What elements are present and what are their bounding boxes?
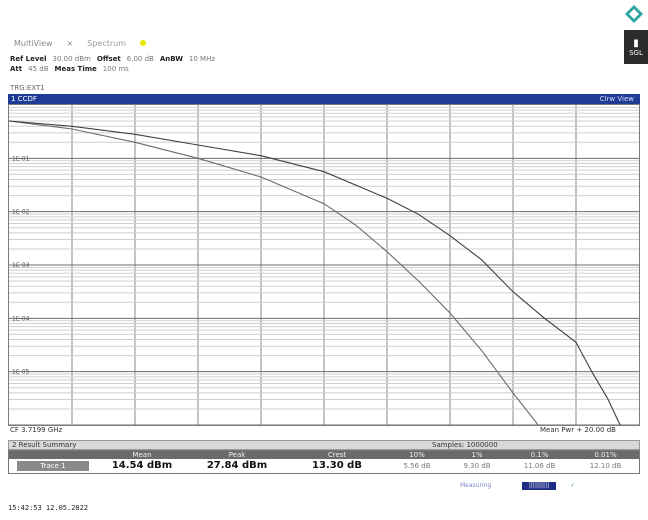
att-key: Att (10, 65, 23, 73)
peak-value: 27.84 dBm (206, 460, 268, 471)
result-summary-table: Mean Peak Crest 10% 1% 0.1% 0.01% Trace … (8, 450, 640, 474)
header-0-01pct: 0.01% (594, 451, 617, 459)
y-tick-label: 1E-05 (12, 369, 30, 376)
trigger-label: TRG:EXT1 (10, 84, 45, 92)
tab-indicator-icon (140, 40, 147, 46)
header-10pct: 10% (409, 451, 425, 459)
ready-status-icon: ✓ (570, 482, 576, 489)
progress-indicator: |||||||||| (522, 482, 556, 490)
center-frequency: CF 3.7199 GHz (10, 426, 63, 434)
single-sweep-icon: ▮ (633, 37, 639, 49)
crest-value: 13.30 dB (312, 460, 362, 471)
right-panel[interactable]: ▮ SGL (624, 30, 648, 64)
measuring-status: Measuring (460, 482, 492, 489)
top-bar (0, 0, 648, 34)
header-1pct: 1% (471, 451, 483, 459)
ccdf-plot-area[interactable]: 1E-01 1E-02 1E-03 1E-04 1E-05 (8, 104, 640, 426)
mean-power-scale: Mean Pwr + 20.00 dB (540, 426, 616, 434)
meas-time-key: Meas Time (54, 65, 97, 73)
meas-time-value[interactable]: 100 ms (102, 65, 129, 73)
result-table-header: Mean Peak Crest 10% 1% 0.1% 0.01% (9, 451, 639, 459)
tab-strip: MultiView × Spectrum (10, 36, 147, 50)
header-crest: Crest (327, 451, 347, 459)
trace-1-chip[interactable]: Trace 1 (17, 461, 89, 471)
y-tick-label: 1E-03 (12, 262, 30, 269)
tab-multiview[interactable]: MultiView (14, 38, 53, 48)
status-bar: Measuring |||||||||| ✓ (460, 482, 640, 490)
parameter-block: Ref Level 30.00 dBm Offset 6.00 dB AnBW … (10, 54, 215, 74)
result-summary-title: 2 Result Summary (12, 441, 77, 449)
result-table-row: Trace 1 14.54 dBm 27.84 dBm 13.30 dB 5.5… (9, 459, 639, 473)
tab-close-icon[interactable]: × (66, 38, 74, 48)
p001-value: 12.10 dB (589, 462, 622, 470)
plot-title: 1 CCDF (11, 95, 37, 103)
header-peak: Peak (228, 451, 246, 459)
mean-value: 14.54 dBm (111, 460, 173, 471)
y-tick-label: 1E-01 (12, 155, 30, 162)
ccdf-chart: 1E-01 1E-02 1E-03 1E-04 1E-05 (9, 105, 639, 425)
samples-count: Samples: 1000000 (432, 441, 498, 449)
ccdf-series-1 (9, 120, 539, 425)
p01-value: 11.06 dB (523, 462, 556, 470)
y-tick-label: 1E-04 (12, 315, 30, 322)
offset-key: Offset (96, 55, 121, 63)
att-value[interactable]: 45 dB (28, 65, 49, 73)
aqbw-value[interactable]: 10 MHz (188, 55, 216, 63)
timestamp: 15:42:53 12.05.2022 (8, 504, 89, 512)
header-cell-empty (9, 451, 97, 459)
aqbw-key: AnBW (159, 55, 183, 63)
tab-spectrum[interactable]: Spectrum (87, 38, 127, 48)
single-sweep-label: SGL (629, 48, 643, 57)
y-tick-label: 1E-02 (12, 209, 30, 216)
ccdf-series-2 (9, 120, 621, 425)
header-0-1pct: 0.1% (530, 451, 549, 459)
ref-level-key: Ref Level (10, 55, 47, 63)
ref-level-value[interactable]: 30.00 dBm (52, 55, 91, 63)
p1-value: 9.30 dB (463, 462, 491, 470)
plot-view-mode[interactable]: Clrw View (599, 95, 634, 103)
rohde-schwarz-logo-icon (624, 4, 644, 24)
plot-title-bar: 1 CCDF Clrw View (8, 94, 640, 104)
header-mean: Mean (132, 451, 152, 459)
result-summary-header: 2 Result Summary Samples: 1000000 (8, 440, 640, 450)
p10-value: 5.56 dB (403, 462, 431, 470)
offset-value[interactable]: 6.00 dB (126, 55, 154, 63)
